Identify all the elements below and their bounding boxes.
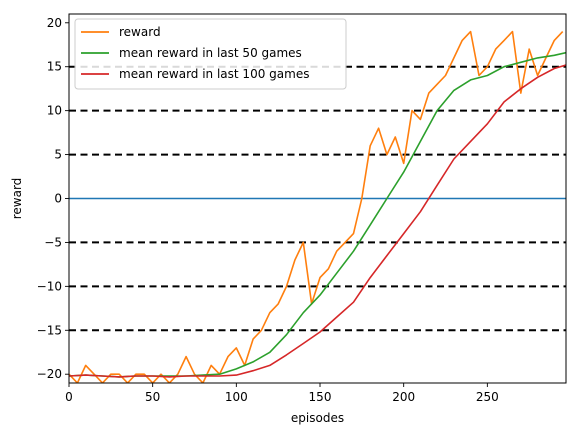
legend-label-1: mean reward in last 50 games <box>119 46 302 60</box>
x-tick-label: 250 <box>476 390 499 404</box>
legend-label-0: reward <box>119 25 161 39</box>
y-tick-label: 15 <box>47 60 62 74</box>
legend: reward mean reward in last 50 games mean r… <box>75 19 346 89</box>
y-tick-label: −20 <box>37 367 62 381</box>
y-tick-label: 0 <box>54 192 62 206</box>
y-tick-label: 20 <box>47 16 62 30</box>
x-tick-label: 0 <box>65 390 73 404</box>
y-tick-label: 5 <box>54 148 62 162</box>
x-tick-label: 100 <box>225 390 248 404</box>
y-tick-label: −10 <box>37 279 62 293</box>
legend-label-2: mean reward in last 100 games <box>119 67 309 81</box>
y-axis-label: reward <box>10 178 24 220</box>
x-axis-label: episodes <box>291 411 344 425</box>
x-tick-label: 50 <box>145 390 160 404</box>
y-tick-label: 10 <box>47 104 62 118</box>
y-tick-label: −5 <box>44 235 62 249</box>
x-tick-label: 150 <box>309 390 332 404</box>
x-tick-label: 200 <box>392 390 415 404</box>
y-tick-label: −15 <box>37 323 62 337</box>
